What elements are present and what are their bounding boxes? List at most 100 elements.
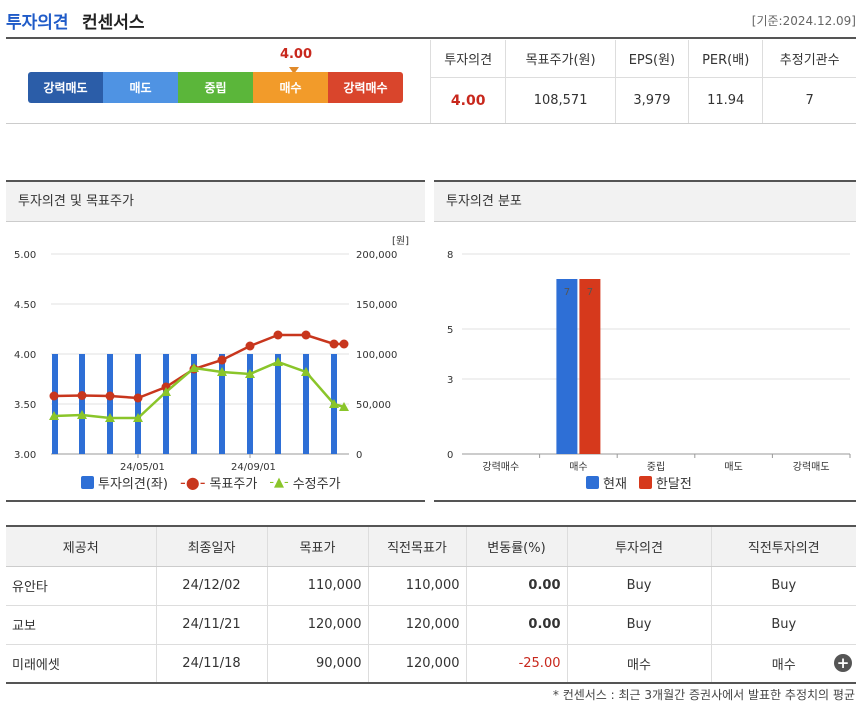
segment-strong-sell: 강력매도 (28, 72, 103, 103)
x-category-label: 중립 (647, 460, 665, 473)
x-tick-label: 24/09/01 (231, 462, 276, 473)
distribution-chart: 8 5 3 0 강력매수 매수 중립 매도 강력매도 7 7 (447, 250, 851, 473)
cell-provider: 교보 (6, 605, 156, 645)
opinion-bar (191, 354, 197, 454)
x-category-label: 강력매도 (793, 461, 830, 473)
title-opinion: 투자의견 (6, 13, 69, 33)
y-left-tick-label: 5.00 (14, 250, 36, 261)
opinion-bar (275, 354, 281, 454)
target-price-point (273, 330, 283, 340)
cell-prev-opinion: Buy (710, 605, 856, 645)
panel-title-left: 투자의견 및 목표주가 (6, 182, 425, 222)
bar-data-label: 7 (564, 287, 570, 298)
col-eps: EPS(원) (614, 40, 689, 78)
y-left-tick-label: 3.50 (14, 400, 36, 411)
y-left-tick-label: 4.50 (14, 300, 36, 311)
legend-current: 현재 (603, 477, 627, 492)
opinion-bar (303, 354, 309, 454)
adjusted-price-point (105, 413, 115, 422)
table-row: 미래에셋 24/11/18 90,000 120,000 -25.00 매수 매… (6, 644, 856, 684)
opinion-scale: 4.00 강력매도 매도 중립 매수 강력매수 (6, 40, 430, 124)
adjusted-price-point (49, 411, 59, 420)
target-price-point (133, 393, 143, 403)
col-prev-target: 직전목표가 (367, 527, 466, 567)
y-right-tick-label: 50,000 (356, 400, 391, 411)
cell-opinion: 매수 (566, 644, 711, 684)
target-price-point (49, 391, 59, 401)
cell-change: 0.00 (465, 566, 567, 606)
opinion-value: 4.00 (279, 47, 313, 62)
summary-bottom-line (6, 123, 856, 124)
legend-current-swatch (586, 476, 599, 489)
expand-plus-icon[interactable]: + (834, 654, 852, 672)
y2-unit-label: [원] (392, 235, 409, 247)
adjusted-price-point (273, 357, 283, 366)
brokers-top-line (6, 525, 856, 527)
col-opinion: 투자의견 (566, 527, 711, 567)
y-tick-label: 0 (447, 450, 453, 461)
segment-neutral: 중립 (178, 72, 253, 103)
cell-prev-opinion: Buy (710, 566, 856, 606)
target-price-point (77, 391, 87, 400)
segment-sell: 매도 (103, 72, 178, 103)
cell-date: 24/11/18 (155, 644, 267, 684)
col-per: PER(배) (688, 40, 763, 78)
x-category-label: 강력매수 (482, 461, 519, 473)
col-target: 목표가 (266, 527, 368, 567)
cell-change: -25.00 (465, 644, 567, 684)
adjusted-price-point (245, 369, 255, 378)
x-category-label: 매도 (724, 461, 742, 473)
cell-prev-target: 120,000 (367, 644, 466, 684)
opinion-bar (247, 354, 253, 454)
col-prev-opinion: 직전투자의견 (710, 527, 856, 567)
legend-right: 현재 한달전 (586, 473, 692, 492)
bar-data-label: 7 (587, 287, 593, 298)
col-date: 최종일자 (155, 527, 267, 567)
target-price-point (105, 391, 115, 401)
adjusted-price-point (301, 367, 311, 376)
cell-provider: 미래에셋 (6, 644, 156, 684)
cell-target: 110,000 (266, 566, 368, 606)
opinion-marker-icon (289, 67, 299, 74)
y-right-tick-label: 150,000 (356, 300, 397, 311)
broker-table: 제공처 최종일자 목표가 직전목표가 변동률(%) 투자의견 직전투자의견 유안… (6, 527, 856, 684)
y-tick-label: 5 (447, 325, 453, 336)
legend-price: 수정주가 (292, 477, 341, 492)
legend-target: 목표주가 (209, 477, 258, 492)
prev-month-bar (579, 279, 601, 454)
opinion-bar (107, 354, 113, 454)
adjusted-price-line (53, 360, 345, 420)
distribution-panel: 투자의견 분포 8 5 3 0 강력매수 매수 중립 매도 강력매도 7 7 현재 한달전 (434, 180, 856, 502)
y-left-tick-label: 4.00 (14, 350, 36, 361)
col-target-price: 목표주가(원) (505, 40, 616, 78)
val-eps: 3,979 (614, 77, 689, 124)
cell-prev-opinion: 매수 (710, 644, 856, 684)
title-consensus: 컨센서스 (82, 13, 145, 33)
cell-opinion: Buy (566, 566, 711, 606)
reference-date: [기준:2024.12.09] (751, 14, 856, 28)
target-price-point (217, 355, 227, 365)
val-opinion: 4.00 (429, 77, 506, 124)
table-row: 유안타 24/12/02 110,000 110,000 0.00 Buy Bu… (6, 566, 856, 606)
legend-bar-swatch (81, 476, 94, 489)
y-tick-label: 8 (447, 250, 453, 261)
target-price-point (339, 339, 349, 349)
y-right-tick-label: 100,000 (356, 350, 397, 361)
legend-prev: 한달전 (655, 477, 692, 492)
current-bar (556, 279, 578, 454)
y-tick-label: 3 (447, 375, 453, 386)
cell-opinion: Buy (566, 605, 711, 645)
cell-change: 0.00 (465, 605, 567, 645)
cell-target: 120,000 (266, 605, 368, 645)
legend-triangle-icon: -▲- (269, 475, 289, 490)
opinion-target-panel: 투자의견 및 목표주가 [원] 5.00 200,000 4.50 150,000 4.0… (6, 180, 425, 502)
x-tick-label: 24/05/01 (120, 462, 165, 473)
opinion-target-chart: [원] 5.00 200,000 4.50 150,000 4.00 100,000 3.50… (14, 235, 409, 473)
cell-prev-target: 110,000 (367, 566, 466, 606)
header-divider (6, 37, 856, 39)
y-right-tick-label: 0 (356, 450, 362, 461)
x-category-label: 매수 (569, 461, 587, 473)
adjusted-price-point (339, 402, 349, 411)
opinion-bar (163, 354, 169, 454)
footnote: * 컨센서스 : 최근 3개월간 증권사에서 발표한 추정치의 평균 (552, 688, 855, 702)
